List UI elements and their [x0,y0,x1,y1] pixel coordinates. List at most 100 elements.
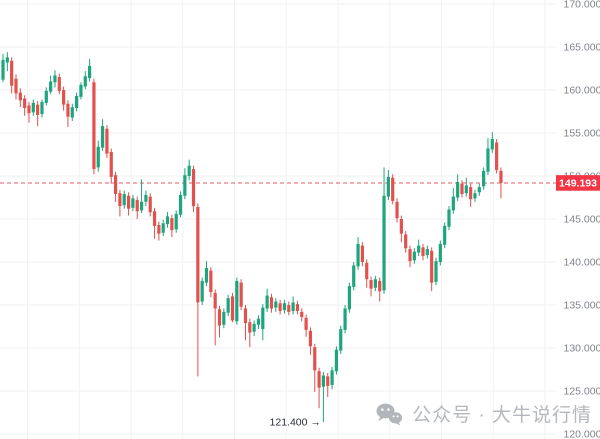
candle-body [36,104,40,115]
candle-body [477,187,481,193]
candle-body [499,170,503,183]
candle-body [122,194,126,206]
candle-body [23,98,27,109]
candle-body [109,151,113,177]
candle-body [14,78,18,94]
candle-body [226,298,230,313]
candle-body [57,77,61,91]
candle-body [317,371,321,388]
candle-body [365,262,369,280]
candle-body [183,175,187,196]
candle-body [430,250,434,283]
candle-body [105,128,109,154]
candle-body [70,107,74,118]
candle-body [49,81,53,92]
candle-body [62,90,66,105]
candle-body [217,309,222,326]
candle-body [196,206,200,303]
candle-body [174,213,178,230]
candle-body [1,59,5,80]
candle-body [373,279,377,288]
candle-body [170,218,174,231]
candle-body [213,292,217,309]
candle-body [378,280,382,292]
candle-body [27,105,31,114]
candle-body [10,60,14,86]
candle-body [88,65,92,78]
y-axis-tick-label: 135.000 [564,300,600,312]
candle-body [300,311,304,318]
candle-body [118,193,122,207]
candle-body [18,92,22,101]
candle-body [421,247,425,256]
y-axis-tick-label: 145.000 [564,214,600,226]
candle-body [490,139,494,150]
candle-body [135,200,139,212]
candle-body [395,201,399,219]
candle-body [204,268,209,283]
candle-body [347,286,351,310]
candle-body [356,243,360,267]
candle-body [473,193,477,199]
candle-body [248,322,252,333]
candle-body [265,295,269,309]
candles [1,52,503,422]
candle-body [417,245,421,253]
candle-body [113,175,118,195]
candle-body [187,165,191,176]
candle-body [131,198,135,208]
candle-body [291,302,295,312]
candle-body [31,102,35,113]
candle-body [447,209,451,227]
candle-body [53,75,57,83]
candle-body [40,102,44,115]
candle-body [66,103,70,117]
y-axis-tick-label: 155.000 [564,128,600,140]
candle-body [92,82,96,170]
candle-body [456,182,460,198]
candle-body [360,245,364,262]
candle-body [313,347,317,371]
candle-body [152,211,157,226]
candle-body [235,280,239,322]
candle-body [352,265,356,287]
candle-body [451,196,455,211]
candle-body [209,270,213,293]
candle-body [261,307,265,330]
candle-body [75,96,79,109]
current-price-label: 149.193 [559,178,597,190]
candle-body [469,187,473,200]
candle-body [100,126,105,148]
y-axis-tick-label: 160.000 [564,85,600,97]
candle-body [178,194,183,215]
candle-body [256,318,261,325]
candle-body [382,195,386,291]
y-axis-tick-label: 165.000 [564,42,600,54]
candle-body [274,301,278,308]
low-annotation: 121.400 → [270,416,321,428]
candle-body [391,177,395,201]
candle-body [369,280,373,289]
candle-body [269,297,274,309]
candle-body [278,303,282,312]
candle-body [399,219,403,234]
candle-body [5,57,9,63]
candle-body [482,170,486,187]
candle-body [148,196,152,213]
candle-body [44,90,48,103]
candle-body [200,280,204,302]
candle-body [408,249,412,262]
candle-body [343,308,347,330]
y-axis-tick-label: 130.000 [564,343,600,355]
candle-body [165,216,170,225]
candle-body [334,349,339,372]
candle-body [239,282,243,307]
candle-body [404,234,408,249]
candle-body [425,249,429,256]
candle-body [495,142,499,170]
candle-body [326,376,330,386]
candle-body [222,311,226,325]
candle-body [486,148,490,172]
